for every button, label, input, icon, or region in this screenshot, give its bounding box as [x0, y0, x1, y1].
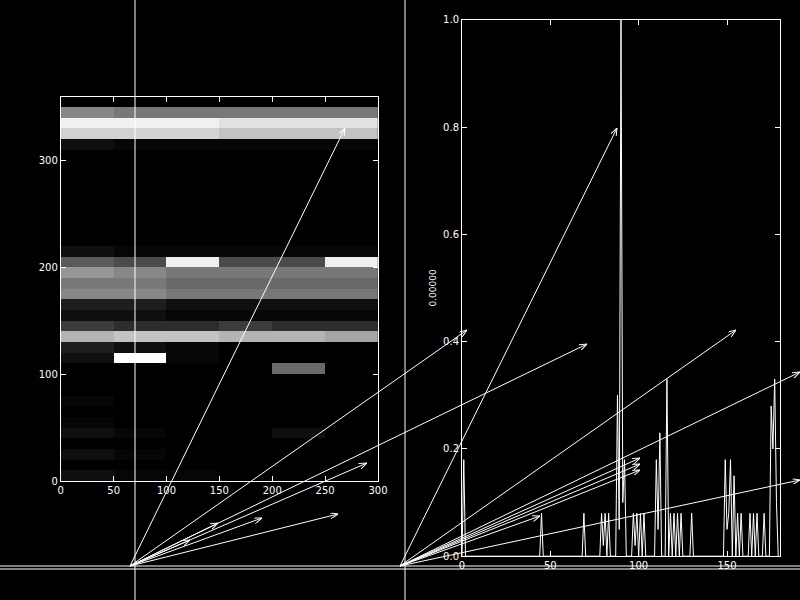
svg-text:100: 100: [39, 369, 58, 380]
svg-text:0: 0: [51, 476, 57, 487]
svg-text:0: 0: [459, 560, 465, 571]
svg-text:300: 300: [39, 155, 58, 166]
svg-text:100: 100: [157, 485, 176, 496]
svg-text:150: 150: [717, 560, 736, 571]
svg-text:250: 250: [316, 485, 335, 496]
svg-text:150: 150: [210, 485, 229, 496]
svg-text:0.0: 0.0: [443, 551, 459, 562]
svg-text:0: 0: [58, 485, 64, 496]
svg-text:0.2: 0.2: [443, 443, 459, 454]
svg-text:50: 50: [544, 560, 557, 571]
svg-text:200: 200: [39, 262, 58, 273]
svg-text:50: 50: [107, 485, 120, 496]
svg-text:0.8: 0.8: [443, 122, 459, 133]
svg-text:100: 100: [629, 560, 648, 571]
svg-text:0.4: 0.4: [443, 336, 459, 347]
svg-text:1.0: 1.0: [443, 14, 459, 25]
svg-text:300: 300: [368, 485, 387, 496]
svg-text:0.6: 0.6: [443, 229, 459, 240]
svg-text:0.00000: 0.00000: [428, 269, 438, 306]
svg-text:200: 200: [263, 485, 282, 496]
